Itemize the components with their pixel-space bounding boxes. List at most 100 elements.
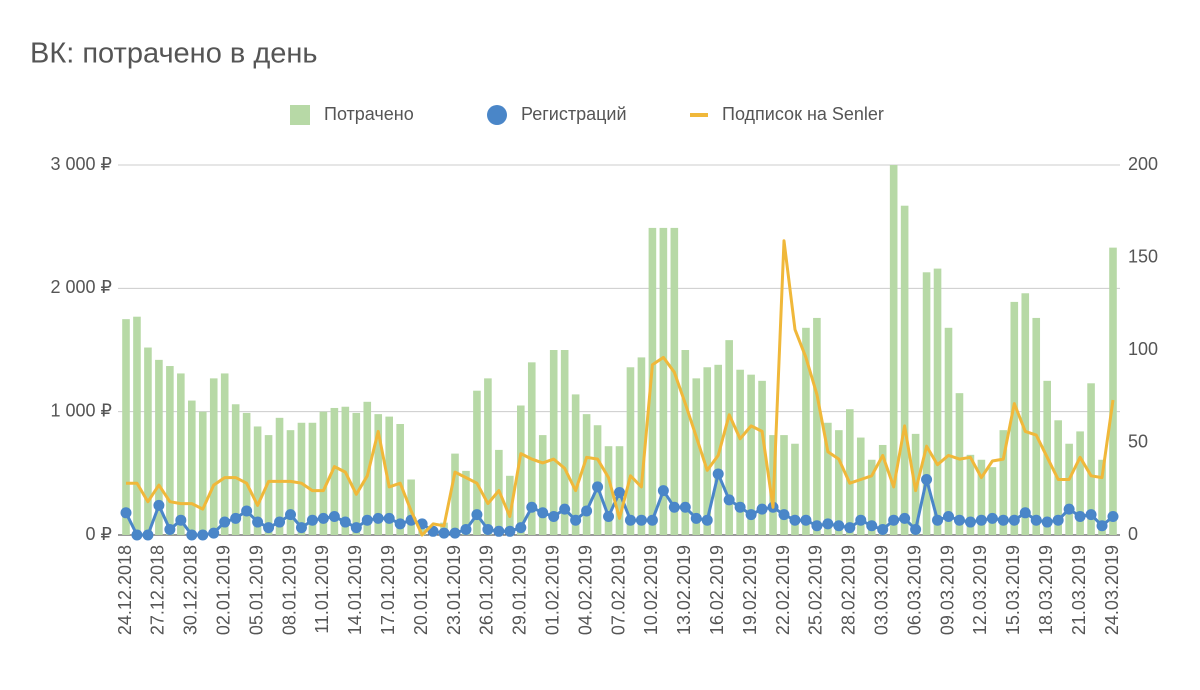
marker	[142, 529, 154, 541]
chart-title: ВК: потрачено в день	[30, 38, 318, 70]
bar	[462, 470, 470, 535]
marker	[701, 514, 713, 526]
bar	[506, 475, 514, 535]
y2-tick-label: 0	[1128, 524, 1138, 544]
bar	[955, 393, 964, 535]
bar	[988, 467, 997, 535]
bar	[133, 316, 141, 535]
marker	[460, 523, 472, 535]
marker	[1052, 514, 1064, 526]
x-tick-label: 08.01.2019	[279, 545, 299, 635]
bar	[451, 453, 459, 535]
bar	[275, 417, 284, 535]
marker	[1063, 503, 1075, 515]
marker	[1041, 516, 1053, 528]
bar	[835, 430, 843, 535]
marker	[1030, 514, 1042, 526]
bar	[188, 400, 196, 535]
bar	[363, 401, 372, 535]
marker	[186, 529, 198, 541]
x-tick-label: 22.02.2019	[773, 545, 793, 635]
marker	[1008, 514, 1020, 526]
bar	[856, 437, 865, 535]
marker	[975, 514, 987, 526]
bar	[802, 327, 810, 535]
bar	[889, 165, 898, 535]
marker	[1107, 511, 1119, 522]
marker	[559, 503, 571, 515]
bar	[878, 444, 887, 535]
x-tick-label: 23.01.2019	[444, 545, 464, 635]
marker	[921, 474, 933, 485]
marker	[899, 512, 911, 524]
marker	[493, 525, 505, 537]
x-tick-label: 10.02.2019	[641, 545, 661, 635]
bar	[867, 459, 876, 535]
marker	[624, 514, 636, 526]
y-tick-label: 0 ₽	[86, 524, 112, 544]
marker	[833, 520, 845, 532]
marker	[317, 512, 329, 524]
marker	[1074, 511, 1086, 522]
x-tick-label: 18.03.2019	[1036, 545, 1056, 635]
x-tick-label: 26.01.2019	[477, 545, 497, 635]
marker	[153, 499, 165, 511]
bar	[966, 454, 975, 535]
legend-label: Подписок на Senler	[722, 104, 884, 124]
bar	[144, 347, 152, 535]
bar	[122, 319, 130, 535]
bar	[198, 411, 207, 535]
legend-item: Потрачено	[290, 104, 414, 125]
bar	[747, 374, 755, 535]
bar	[319, 411, 328, 535]
marker	[986, 512, 998, 524]
bar	[582, 414, 591, 535]
marker	[175, 514, 187, 526]
bar	[670, 227, 679, 535]
marker	[712, 468, 724, 480]
bar	[253, 426, 262, 535]
bar	[177, 373, 185, 535]
bar	[977, 459, 986, 535]
marker	[1096, 520, 1108, 532]
marker	[328, 511, 340, 522]
marker	[515, 522, 527, 534]
x-tick-label: 16.02.2019	[707, 545, 727, 635]
bar	[1010, 301, 1019, 535]
bar	[473, 390, 481, 535]
x-tick-label: 27.12.2018	[148, 545, 168, 635]
marker	[263, 522, 275, 534]
x-tick-label: 14.01.2019	[345, 545, 365, 635]
marker	[570, 514, 582, 526]
marker	[361, 514, 373, 526]
x-tick-label: 19.02.2019	[740, 545, 760, 635]
marker	[350, 522, 362, 534]
bar	[1076, 431, 1084, 535]
bar	[681, 350, 690, 535]
bar	[242, 412, 251, 535]
x-tick-label: 06.03.2019	[904, 545, 924, 635]
marker	[449, 527, 461, 539]
bar	[637, 357, 646, 535]
x-tick-label: 07.02.2019	[608, 545, 628, 635]
marker	[888, 514, 900, 526]
marker	[131, 529, 143, 541]
x-tick-label: 29.01.2019	[510, 545, 530, 635]
bar	[396, 424, 404, 535]
marker	[789, 514, 801, 526]
line	[126, 239, 1115, 537]
bar	[922, 272, 931, 535]
bar	[1021, 293, 1030, 535]
marker	[635, 514, 647, 526]
marker	[197, 529, 209, 541]
bar	[791, 443, 799, 535]
bar	[813, 317, 821, 535]
marker	[372, 512, 384, 524]
marker	[164, 523, 176, 535]
bar	[527, 362, 536, 535]
marker	[438, 527, 450, 539]
marker	[866, 520, 878, 532]
bar	[352, 412, 361, 535]
marker	[800, 514, 812, 526]
legend-swatch	[290, 105, 310, 125]
